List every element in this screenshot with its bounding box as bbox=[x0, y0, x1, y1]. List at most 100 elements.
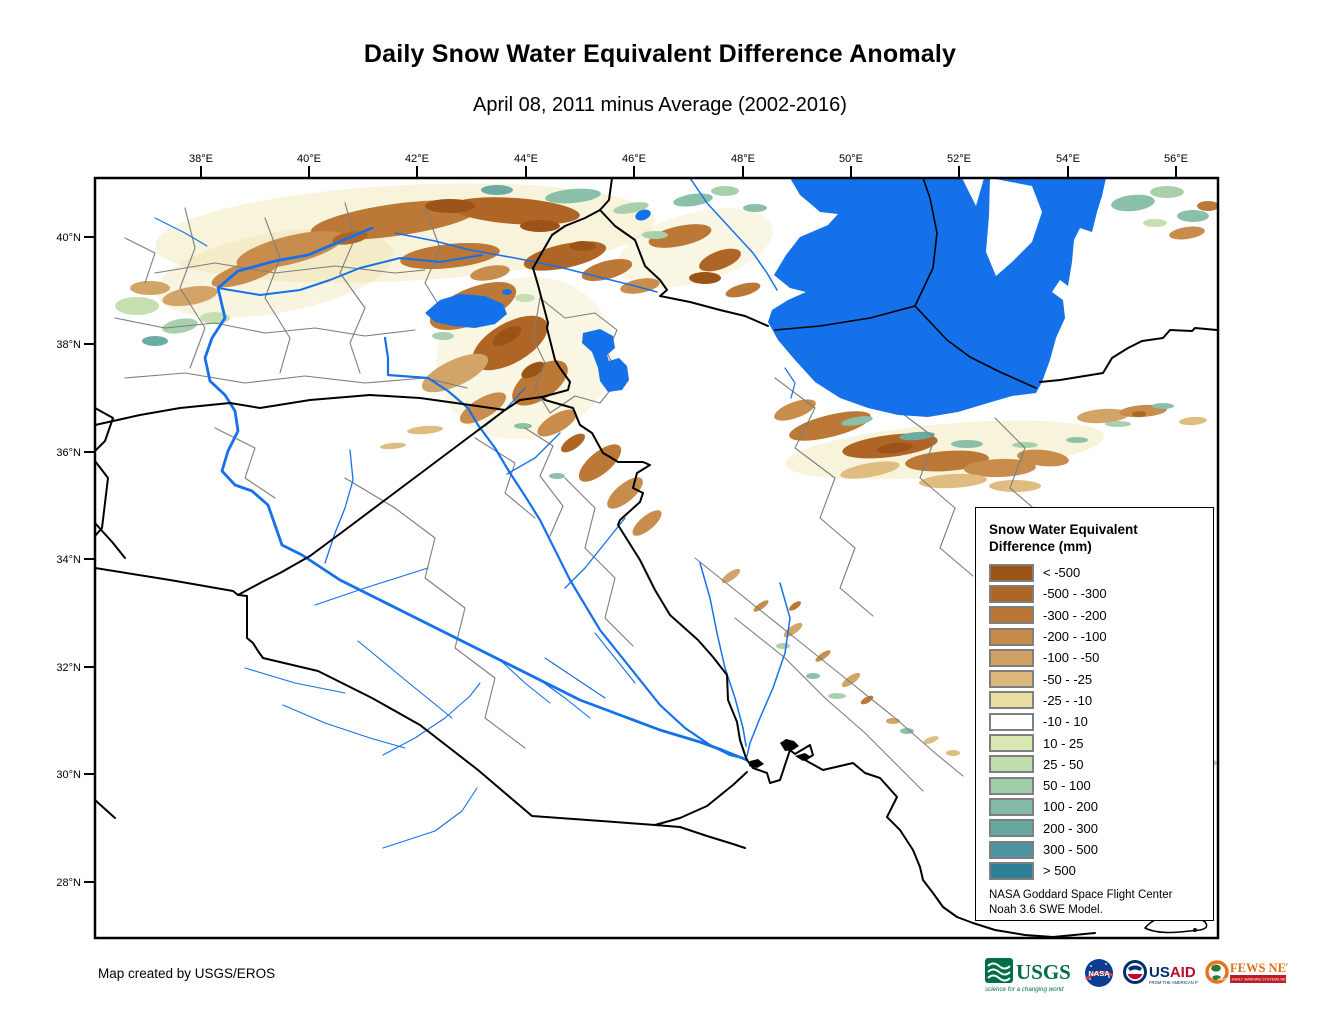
map-frame bbox=[93, 176, 1220, 940]
legend-source-line1: NASA Goddard Space Flight Center bbox=[989, 889, 1173, 902]
usgs-tagline: science for a changing world bbox=[985, 986, 1064, 993]
usaid-wordmark-us: US bbox=[1149, 964, 1170, 981]
usaid-tagline: FROM THE AMERICAN PEOPLE bbox=[1149, 980, 1198, 985]
lake-urmia bbox=[582, 329, 629, 392]
lon-tick-label: 40°E bbox=[297, 153, 321, 165]
legend-item: -500 - -300 bbox=[989, 583, 1205, 604]
legend-source-line2: Noah 3.6 SWE Model. bbox=[989, 904, 1103, 917]
nasa-wordmark: NASA bbox=[1088, 969, 1110, 978]
legend-label: 10 - 25 bbox=[1043, 735, 1084, 751]
legend-item: -100 - -50 bbox=[989, 647, 1205, 668]
legend-label: -100 - -50 bbox=[1043, 650, 1100, 666]
legend-swatch bbox=[989, 627, 1034, 646]
usaid-logo: USAID FROM THE AMERICAN PEOPLE bbox=[1123, 960, 1198, 985]
legend-label: -500 - -300 bbox=[1043, 586, 1107, 602]
caspian-maritime-borders bbox=[774, 178, 1037, 389]
lon-tick-label: 44°E bbox=[514, 153, 538, 165]
legend-swatch bbox=[989, 861, 1034, 880]
legend-label: 100 - 200 bbox=[1043, 799, 1098, 815]
legend-label: -25 - -10 bbox=[1043, 692, 1093, 708]
caspian-ne-bay bbox=[986, 178, 1042, 276]
legend-item: 25 - 50 bbox=[989, 754, 1205, 775]
legend-swatch bbox=[989, 670, 1034, 689]
legend-swatch bbox=[989, 563, 1034, 582]
murat-river bbox=[217, 254, 483, 296]
fewsnet-tagline: FAMINE EARLY WARNING SYSTEMS NETWORK bbox=[1217, 978, 1288, 982]
euphrates-river bbox=[203, 226, 749, 762]
lon-tick-label: 54°E bbox=[1056, 153, 1080, 165]
usgs-logo: USGS science for a changing world bbox=[985, 958, 1071, 993]
svg-text:USAID: USAID bbox=[1149, 964, 1196, 981]
legend-label: -50 - -25 bbox=[1043, 671, 1093, 687]
legend-swatch bbox=[989, 584, 1034, 603]
fewsnet-logo: FEWS NET FAMINE EARLY WARNING SYSTEMS NE… bbox=[1205, 960, 1288, 984]
lat-tick-label: 30°N bbox=[56, 769, 81, 781]
legend-item: 100 - 200 bbox=[989, 796, 1205, 817]
lake-van bbox=[425, 294, 507, 328]
usaid-wordmark-aid: AID bbox=[1170, 964, 1196, 981]
usgs-wordmark: USGS bbox=[1016, 960, 1071, 984]
legend-swatch bbox=[989, 691, 1034, 710]
legend-title-line2: Difference (mm) bbox=[989, 539, 1092, 554]
lat-tick-label: 36°N bbox=[56, 447, 81, 459]
karkheh-river bbox=[699, 562, 747, 747]
legend-label: 25 - 50 bbox=[1043, 756, 1084, 772]
map-credit: Map created by USGS/EROS bbox=[98, 966, 276, 981]
legend-item: < -500 bbox=[989, 562, 1205, 583]
kura-river bbox=[689, 178, 778, 291]
legend-item: -200 - -100 bbox=[989, 626, 1205, 647]
legend-swatch bbox=[989, 797, 1034, 816]
lon-tick-label: 50°E bbox=[839, 153, 863, 165]
legend-item: -300 - -200 bbox=[989, 605, 1205, 626]
fewsnet-wordmark: FEWS NET bbox=[1230, 961, 1288, 975]
legend-item: 10 - 25 bbox=[989, 732, 1205, 753]
legend-label: 50 - 100 bbox=[1043, 778, 1091, 794]
rivers-layer bbox=[154, 178, 796, 849]
legend-label: 300 - 500 bbox=[1043, 842, 1098, 857]
legend-swatch bbox=[989, 776, 1034, 795]
lat-tick-label: 32°N bbox=[56, 662, 81, 674]
legend-label: -200 - -100 bbox=[1043, 629, 1107, 645]
water-bodies bbox=[425, 178, 1106, 417]
lat-tick-label: 40°N bbox=[56, 232, 81, 244]
page-title: Daily Snow Water Equivalent Difference A… bbox=[363, 40, 957, 68]
legend-swatch bbox=[989, 819, 1034, 838]
admin-boundaries bbox=[114, 202, 1074, 792]
lat-tick-label: 38°N bbox=[56, 339, 81, 351]
aras-river bbox=[394, 232, 658, 293]
legend-item: -25 - -10 bbox=[989, 690, 1205, 711]
legend-item: -10 - 10 bbox=[989, 711, 1205, 732]
lon-tick-label: 56°E bbox=[1164, 153, 1188, 165]
tigris-river bbox=[383, 336, 745, 760]
legend-swatch bbox=[989, 712, 1034, 731]
page-subtitle: April 08, 2011 minus Average (2002-2016) bbox=[473, 94, 847, 116]
lake-sevan bbox=[635, 209, 651, 221]
lat-tick-label: 34°N bbox=[56, 554, 81, 566]
legend-swatch bbox=[989, 840, 1034, 859]
lon-tick-label: 46°E bbox=[622, 153, 646, 165]
nasa-logo: NASA bbox=[1085, 959, 1113, 987]
legend-label: -300 - -200 bbox=[1043, 607, 1107, 623]
lat-tick-label: 28°N bbox=[56, 877, 81, 889]
legend-title-line1: Snow Water Equivalent bbox=[989, 522, 1138, 537]
legend-swatch bbox=[989, 606, 1034, 625]
gulf-coastline bbox=[744, 739, 1208, 938]
terrain-anomaly-patches bbox=[115, 183, 1218, 766]
legend-swatch bbox=[989, 755, 1034, 774]
legend-label: 200 - 300 bbox=[1043, 820, 1098, 836]
legend-item: > 500 bbox=[989, 860, 1205, 881]
lon-tick-label: 48°E bbox=[731, 153, 755, 165]
lon-tick-label: 52°E bbox=[947, 153, 971, 165]
axis-ticks: 38°E 40°E 42°E 44°E 46°E 48°E 50°E 52°E 54°E 56°E… bbox=[56, 153, 1188, 889]
legend-item: 200 - 300 bbox=[989, 818, 1205, 839]
legend-label: < -500 bbox=[1043, 565, 1081, 581]
map-legend: Snow Water Equivalent Difference (mm) < … bbox=[975, 507, 1214, 921]
country-borders bbox=[95, 178, 1218, 849]
legend-swatch bbox=[989, 734, 1034, 753]
legend-item: 300 - 500 bbox=[989, 839, 1205, 860]
agency-logos: USGS science for a changing world NASA U… bbox=[984, 955, 1288, 995]
legend-item: -50 - -25 bbox=[989, 668, 1205, 689]
caspian-north-peninsula bbox=[962, 178, 984, 206]
legend-label: > 500 bbox=[1043, 863, 1076, 879]
karun-river bbox=[746, 582, 791, 757]
